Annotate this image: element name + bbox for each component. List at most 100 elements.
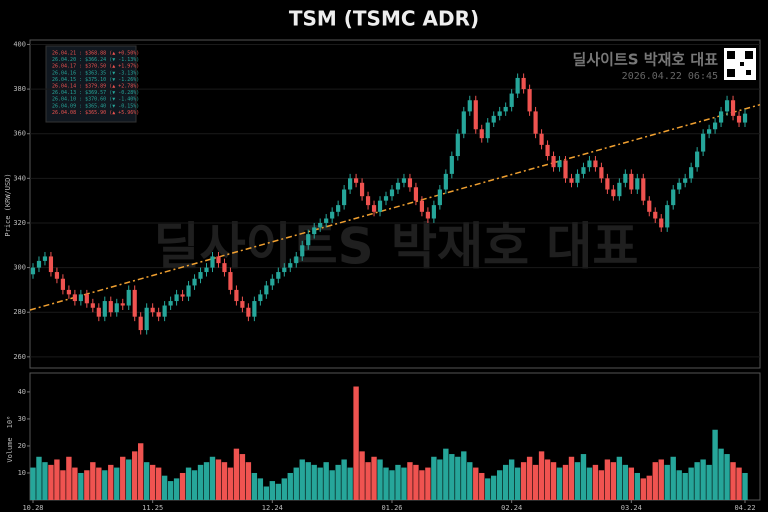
volume-bar — [221, 462, 228, 500]
volume-unit: 10⁶ — [6, 416, 14, 429]
volume-bar — [365, 462, 371, 500]
volume-bar — [227, 467, 234, 500]
candle-body — [521, 77, 526, 90]
candle-body — [712, 122, 718, 130]
candle-body — [599, 167, 604, 179]
candle-body — [138, 316, 143, 331]
candle-body — [90, 303, 95, 308]
volume-tick-label: 20 — [18, 442, 26, 450]
candle-body — [186, 285, 191, 297]
price-frame — [29, 39, 761, 369]
candle-body — [497, 111, 502, 116]
candle-body — [539, 133, 544, 145]
volume-bar — [102, 470, 108, 500]
candle-body — [371, 205, 377, 212]
volume-bar — [610, 462, 617, 500]
volume-bar — [209, 456, 216, 500]
candle-body — [419, 200, 425, 212]
y-axis-label: Price (KRW/USD) — [4, 173, 12, 236]
y-tick-label: 360 — [13, 130, 26, 138]
volume-bar — [544, 459, 551, 500]
candle-body — [156, 312, 161, 317]
volume-bar — [413, 464, 419, 500]
candle-body — [270, 278, 275, 286]
candle-body — [330, 211, 335, 219]
candle-body — [84, 294, 89, 304]
candle-body — [234, 289, 239, 302]
candle-body — [210, 256, 215, 268]
candle-body — [617, 182, 622, 197]
candle-body — [336, 205, 341, 212]
volume-bar — [712, 429, 718, 500]
volume-bar — [311, 464, 317, 500]
volume-bar — [299, 459, 305, 500]
y-tick-label: 400 — [13, 40, 26, 48]
candle-body — [455, 133, 460, 157]
candle-body — [635, 178, 640, 190]
candle-body — [623, 173, 628, 183]
legend-entry: 26.04.15 : $375.10 (▼ -1.26%) — [52, 77, 139, 83]
candle-body — [707, 129, 712, 134]
volume-bar — [108, 464, 114, 500]
volume-bar — [700, 459, 706, 500]
legend-entry: 26.04.14 : $379.89 (▲ +2.78%) — [52, 84, 139, 90]
candle-body — [36, 260, 42, 268]
candle-body — [126, 289, 131, 306]
candle-body — [701, 133, 706, 152]
candle-body — [557, 160, 562, 168]
volume-bar — [461, 451, 467, 500]
volume-bar — [724, 454, 730, 500]
candle-body — [288, 263, 293, 268]
candle-body — [258, 294, 263, 302]
candle-body — [611, 189, 616, 197]
candle-body — [78, 294, 83, 302]
candle-body — [96, 307, 101, 317]
stamp-title: 딜사이트S 박재호 대표 — [573, 51, 719, 69]
volume-bar — [419, 470, 425, 500]
volume-bar — [132, 451, 138, 500]
candle-body — [736, 115, 742, 123]
volume-bar — [622, 464, 629, 500]
volume-bar — [257, 478, 264, 500]
candle-body — [54, 272, 60, 279]
candle-body — [132, 289, 137, 317]
volume-bar — [126, 459, 132, 500]
volume-axis-label: Volume — [6, 437, 14, 462]
legend-box — [45, 45, 137, 123]
legend-entry: 26.04.16 : $363.35 (▼ -3.13%) — [52, 70, 139, 76]
volume-bar — [347, 467, 353, 500]
volume-bar — [389, 470, 395, 500]
candle-body — [389, 189, 395, 197]
candle-body — [730, 100, 736, 116]
y-tick-label: 340 — [13, 174, 26, 182]
candle-body — [246, 307, 251, 317]
candle-body — [192, 278, 197, 286]
candle-body — [198, 272, 203, 279]
volume-bar — [508, 459, 515, 500]
volume-bar — [287, 472, 293, 500]
candle-body — [695, 151, 700, 168]
volume-bar — [251, 472, 258, 500]
volume-bar — [263, 486, 270, 500]
volume-bar — [305, 462, 311, 500]
candle-body — [641, 178, 646, 201]
volume-bar — [670, 456, 676, 500]
volume-bar — [54, 459, 60, 500]
candle-body — [114, 303, 119, 313]
volume-bar — [143, 462, 150, 500]
candle-body — [216, 256, 221, 264]
volume-bar — [377, 459, 383, 500]
volume-bar — [161, 475, 168, 500]
candle-body — [306, 234, 311, 246]
legend-entry: 26.04.08 : $365.90 (▲ +5.96%) — [52, 110, 139, 116]
candle-body — [724, 100, 730, 112]
candle-body — [312, 227, 317, 235]
volume-bar — [676, 470, 682, 500]
volume-bar — [628, 467, 635, 500]
candle-body — [545, 144, 550, 157]
volume-bar — [269, 481, 276, 500]
volume-bar — [197, 464, 204, 500]
volume-bar — [449, 454, 455, 500]
volume-bar — [275, 483, 282, 500]
